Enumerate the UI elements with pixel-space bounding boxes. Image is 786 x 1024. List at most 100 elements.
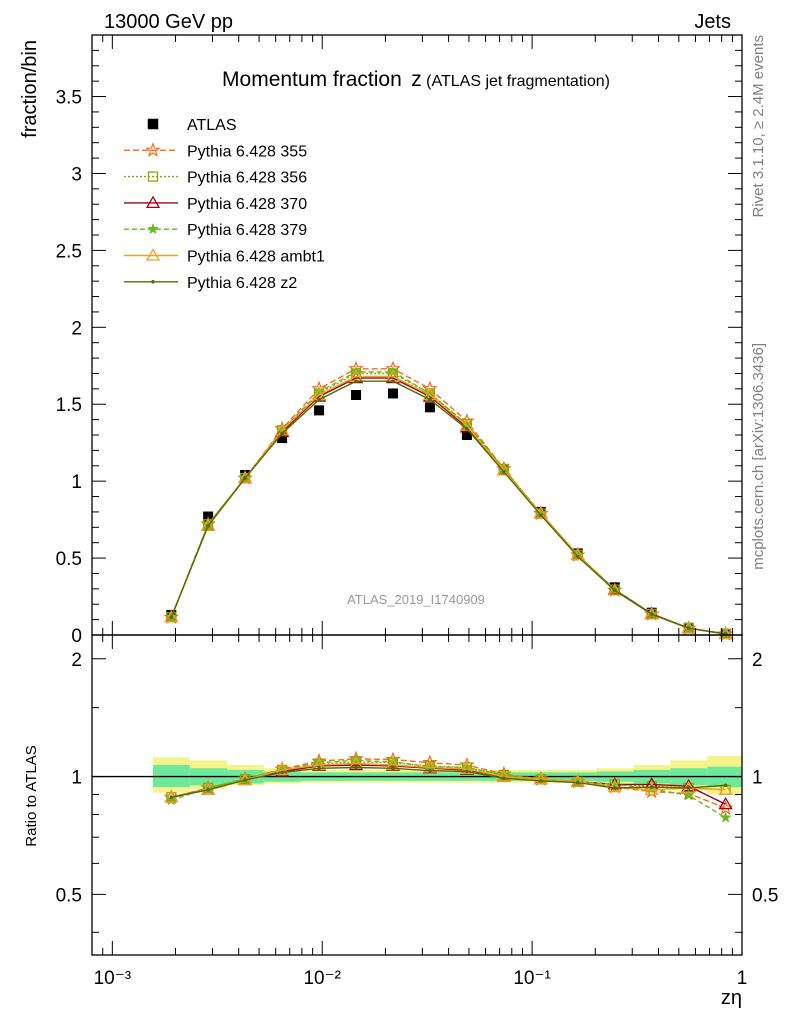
data-point-dot bbox=[317, 766, 321, 771]
data-point-open-triangle bbox=[718, 782, 733, 795]
data-point-square bbox=[277, 433, 288, 444]
legend-item: Pythia 6.428 ambt1 bbox=[124, 248, 325, 266]
chart-title-note: (ATLAS jet fragmentation) bbox=[426, 73, 610, 90]
data-point-square bbox=[351, 390, 362, 400]
data-point-dot bbox=[465, 769, 469, 774]
data-point-dot bbox=[206, 788, 210, 792]
data-point-open-triangle bbox=[274, 762, 290, 776]
data-point-square bbox=[387, 388, 398, 399]
chart-title: Momentum fraction z (ATLAS jet fragmenta… bbox=[222, 68, 610, 91]
ratio-y-tick-label-right: 0.5 bbox=[752, 885, 778, 906]
legend-item: Pythia 6.428 379 bbox=[124, 222, 307, 239]
axes-frame bbox=[91, 34, 743, 956]
data-point-open-triangle bbox=[644, 607, 659, 620]
data-point-dot bbox=[575, 780, 580, 785]
legend-item: ATLAS bbox=[147, 117, 237, 134]
data-point-open-triangle bbox=[607, 779, 622, 793]
ratio-series-line bbox=[171, 759, 726, 819]
data-point-dot bbox=[317, 397, 321, 402]
data-point-dot bbox=[151, 280, 155, 284]
legend-label: Pythia 6.428 356 bbox=[187, 170, 307, 187]
data-point-square bbox=[461, 430, 472, 440]
data-point-square bbox=[147, 118, 159, 130]
data-point-open-triangle bbox=[145, 195, 161, 209]
x-tick-label: 10⁻³ bbox=[94, 968, 132, 989]
data-point-dot bbox=[169, 795, 174, 800]
rivet-label: Rivet 3.1.10, ≥ 2.4M events bbox=[750, 35, 767, 218]
legend-label: ATLAS bbox=[187, 117, 237, 134]
data-point-dot bbox=[354, 379, 358, 383]
data-point-dot bbox=[206, 523, 210, 528]
data-point-dot bbox=[428, 768, 432, 773]
data-point-dot bbox=[649, 612, 654, 616]
data-point-dot bbox=[649, 785, 654, 789]
legend-label: Pythia 6.428 370 bbox=[187, 196, 307, 213]
main-ylabel: fraction/bin bbox=[19, 40, 41, 138]
legend-label: Pythia 6.428 355 bbox=[187, 143, 307, 160]
data-point-dot bbox=[243, 476, 247, 480]
legend-label: Pythia 6.428 z2 bbox=[187, 275, 297, 292]
ratio-y-tick-label-right: 1 bbox=[752, 768, 763, 789]
legend-label: Pythia 6.428 379 bbox=[187, 222, 307, 239]
data-point-filled-star bbox=[350, 754, 362, 766]
data-point-square bbox=[424, 402, 435, 413]
data-point-dot bbox=[280, 431, 284, 436]
data-point-open-triangle bbox=[145, 248, 161, 261]
data-point-filled-star bbox=[682, 789, 695, 801]
legend-item: Pythia 6.428 370 bbox=[124, 195, 307, 213]
header-left: 13000 GeV pp bbox=[104, 11, 233, 33]
data-point-dot bbox=[539, 779, 543, 783]
x-tick-label: 10⁻¹ bbox=[513, 968, 551, 989]
data-point-open-triangle bbox=[459, 761, 475, 775]
data-point-filled-star bbox=[147, 223, 159, 235]
data-point-open-triangle bbox=[201, 518, 216, 531]
ratio-y-tick-label: 1 bbox=[71, 768, 82, 789]
ratio-ylabel: Ratio to ATLAS bbox=[23, 745, 40, 846]
data-point-open-triangle bbox=[533, 771, 548, 785]
data-point-dot bbox=[686, 786, 691, 790]
chart-title-main: Momentum fraction bbox=[222, 68, 402, 91]
ratio-panel-frame bbox=[91, 634, 743, 956]
data-point-dot bbox=[280, 770, 284, 775]
legend-item: Pythia 6.428 356 bbox=[124, 170, 307, 187]
data-point-open-triangle bbox=[496, 463, 511, 476]
data-point-dot bbox=[391, 379, 395, 383]
data-point-filled-star bbox=[719, 811, 732, 823]
ratio-series bbox=[165, 754, 732, 823]
data-point-dot bbox=[354, 765, 358, 770]
ratio-series-line bbox=[171, 762, 726, 798]
main-y-tick-label: 2.5 bbox=[56, 241, 82, 262]
data-point-open-triangle bbox=[718, 796, 733, 810]
data-point-dot bbox=[686, 626, 691, 631]
ratio-y-tick-label: 0.5 bbox=[56, 885, 82, 906]
data-point-dot bbox=[243, 778, 247, 782]
data-point-open-triangle bbox=[533, 506, 548, 519]
legend-item: Pythia 6.428 355 bbox=[124, 142, 307, 160]
data-point-open-triangle bbox=[607, 583, 622, 596]
header-right: Jets bbox=[694, 11, 731, 33]
ratio-series-line bbox=[171, 766, 726, 798]
main-y-tick-label: 0 bbox=[71, 626, 82, 647]
data-point-open-triangle bbox=[237, 470, 253, 484]
x-axis-label: zη bbox=[721, 987, 742, 1009]
axis-ticks: 10⁻³ 10⁻² 10⁻¹ 1 0 0.5 1 1.5 2 2.5 3 3.5 0.5 0.5 1 1 2 2 bbox=[56, 35, 778, 989]
data-point-dot bbox=[575, 554, 580, 559]
data-point-open-star bbox=[145, 142, 161, 158]
data-point-dot bbox=[612, 588, 617, 593]
main-series bbox=[169, 379, 728, 636]
data-point-dot bbox=[723, 783, 728, 788]
main-y-tick-label: 1 bbox=[71, 472, 82, 493]
legend-label: Pythia 6.428 ambt1 bbox=[187, 249, 325, 266]
series-layer bbox=[163, 360, 734, 823]
main-y-tick-label: 3.5 bbox=[56, 88, 82, 109]
data-point-dot bbox=[502, 776, 506, 781]
data-point-filled-star bbox=[313, 385, 325, 397]
data-point-dot bbox=[539, 513, 543, 517]
legend-item: Pythia 6.428 z2 bbox=[124, 275, 297, 292]
x-tick-label: 1 bbox=[737, 968, 748, 989]
main-y-tick-label: 0.5 bbox=[56, 549, 82, 570]
data-point-dot bbox=[612, 786, 617, 790]
data-point-square bbox=[314, 405, 325, 416]
data-point-filled-star bbox=[386, 755, 399, 767]
